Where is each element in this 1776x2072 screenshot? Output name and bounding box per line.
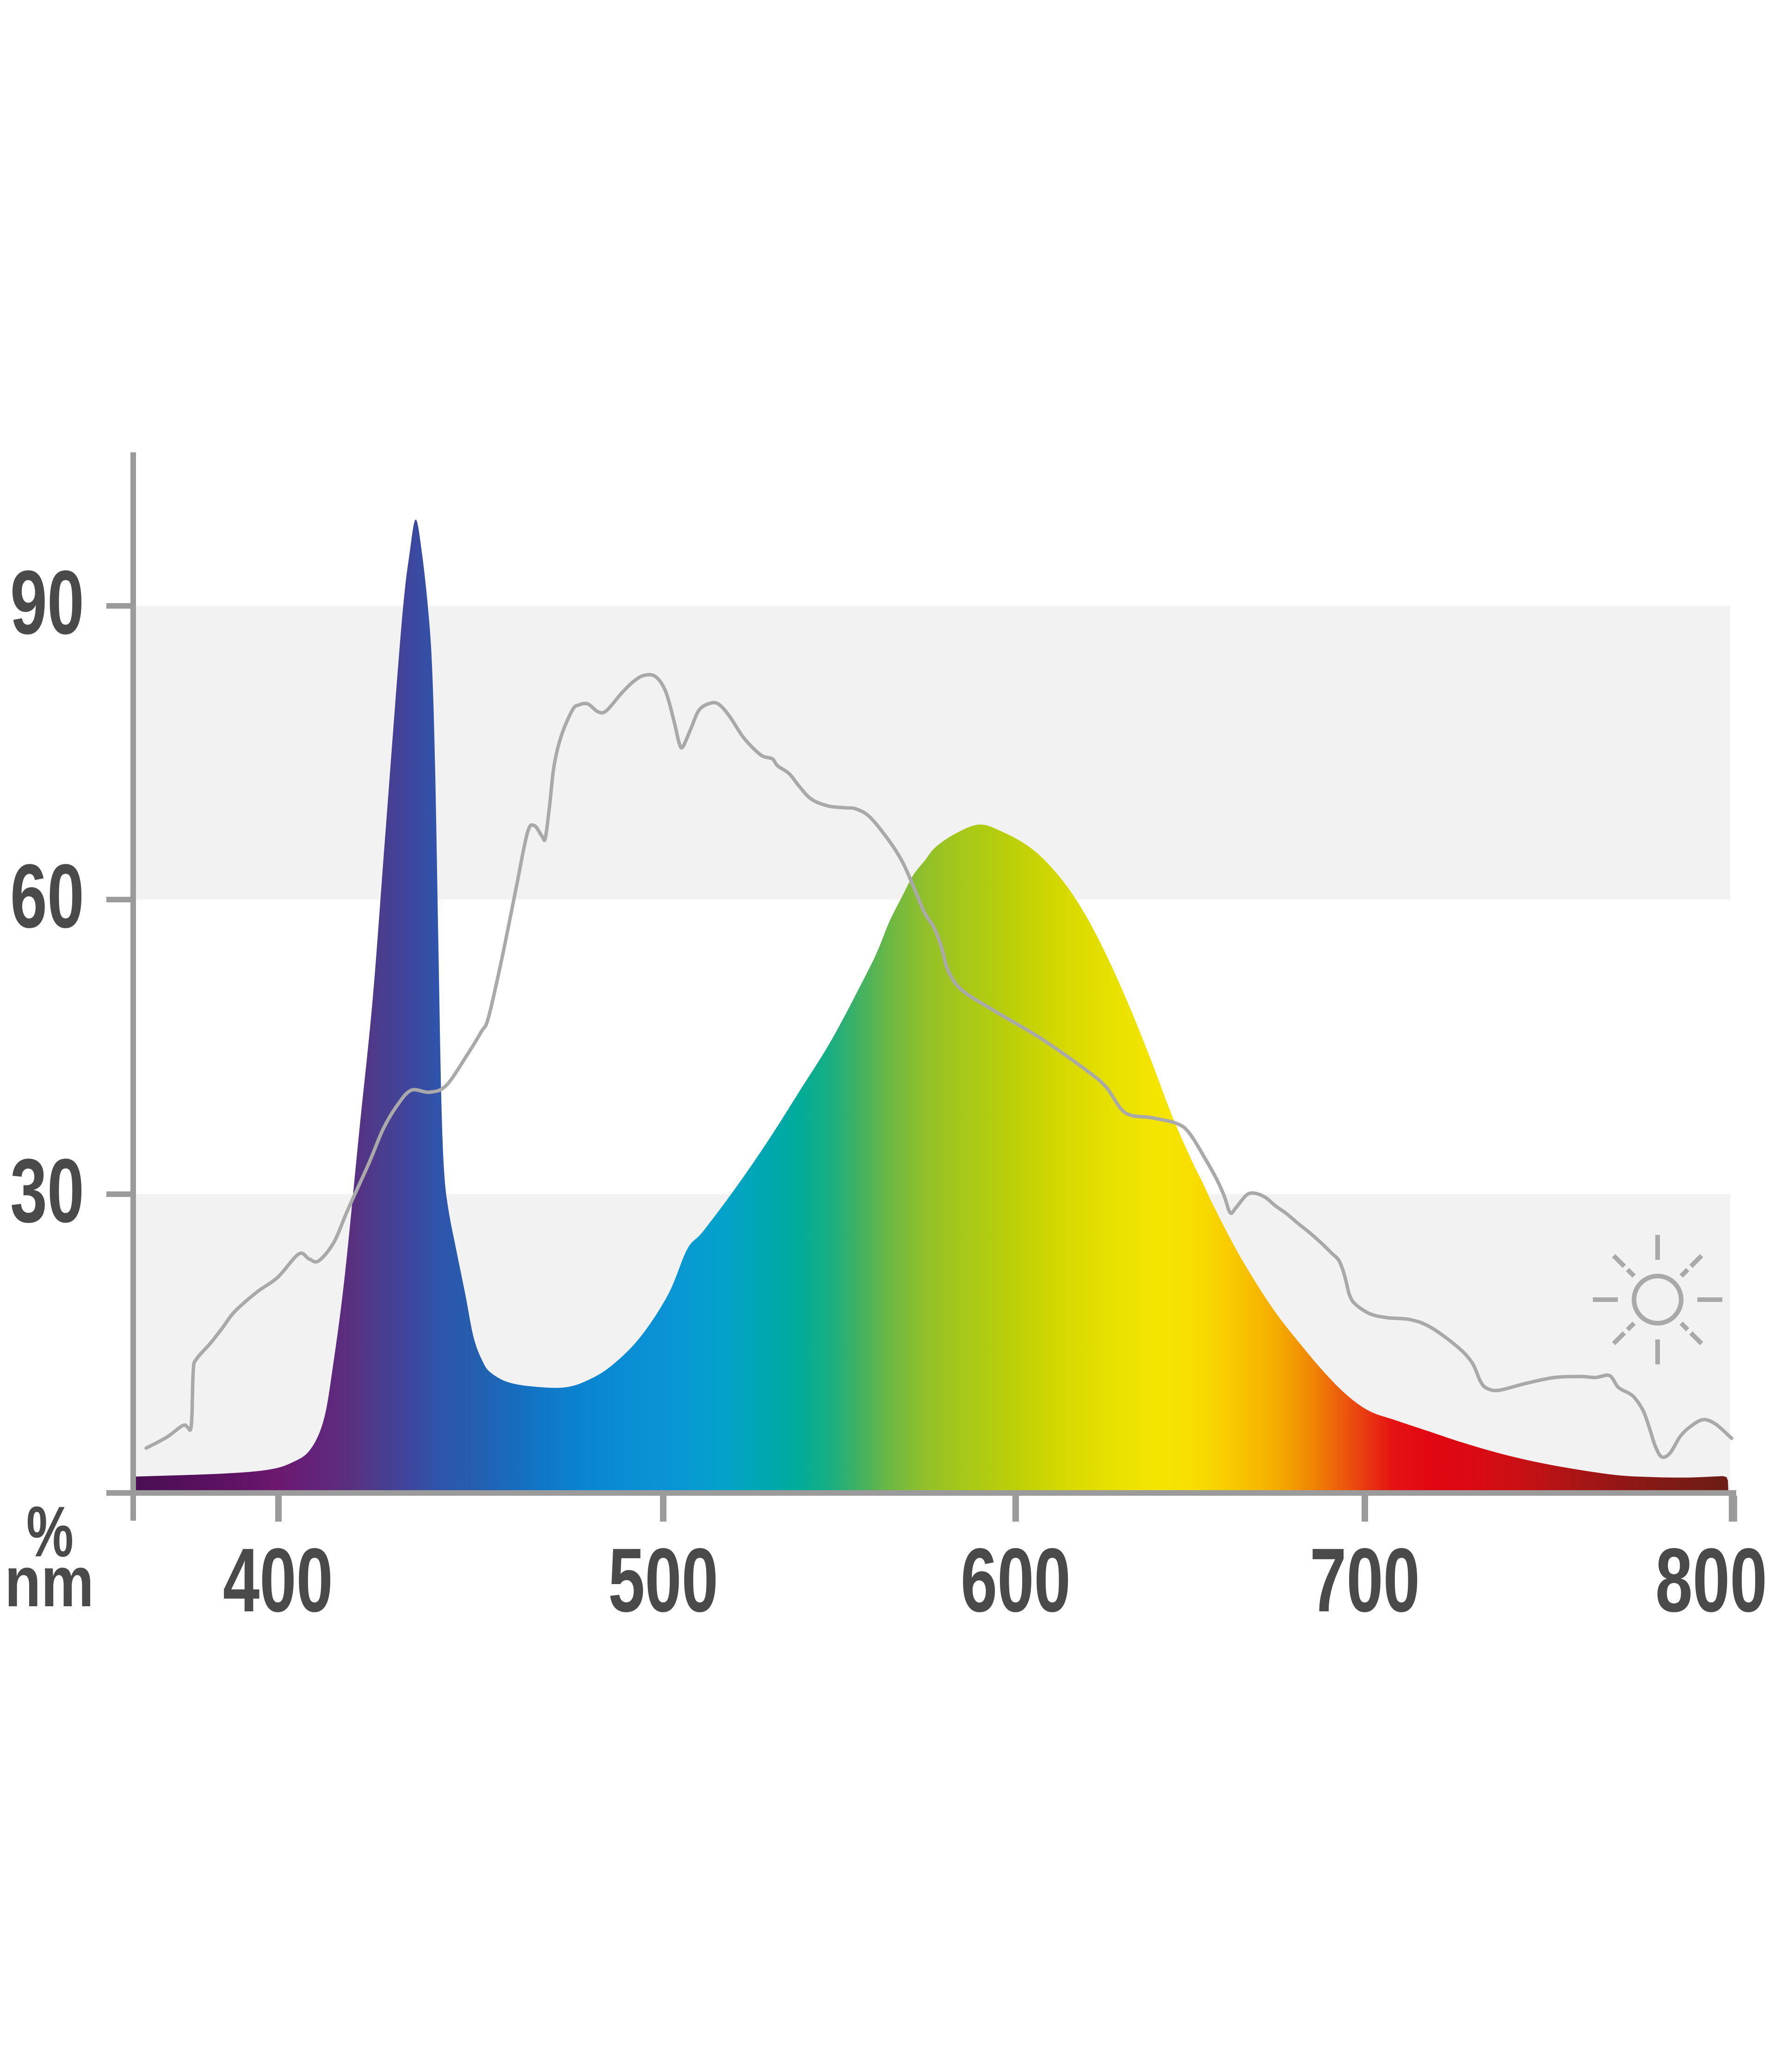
svg-text:400: 400 <box>223 1529 333 1631</box>
svg-text:%: % <box>26 1492 74 1572</box>
svg-text:nm: nm <box>5 1542 94 1622</box>
svg-text:30: 30 <box>10 1140 84 1241</box>
svg-text:60: 60 <box>10 845 84 947</box>
svg-text:600: 600 <box>961 1529 1071 1631</box>
svg-text:90: 90 <box>10 552 84 653</box>
svg-text:800: 800 <box>1655 1529 1767 1631</box>
svg-text:700: 700 <box>1310 1529 1420 1631</box>
svg-text:500: 500 <box>608 1529 718 1631</box>
